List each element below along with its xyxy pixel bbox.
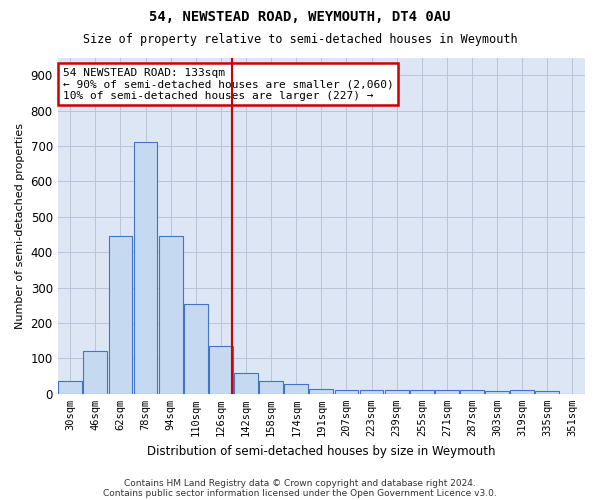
Text: Contains public sector information licensed under the Open Government Licence v3: Contains public sector information licen…	[103, 488, 497, 498]
Bar	[184, 304, 208, 394]
Bar	[359, 390, 383, 394]
Bar	[109, 236, 133, 394]
Bar	[485, 391, 509, 394]
Bar	[83, 352, 107, 394]
Text: 54, NEWSTEAD ROAD, WEYMOUTH, DT4 0AU: 54, NEWSTEAD ROAD, WEYMOUTH, DT4 0AU	[149, 10, 451, 24]
Bar	[234, 372, 258, 394]
Bar	[435, 390, 459, 394]
Text: Contains HM Land Registry data © Crown copyright and database right 2024.: Contains HM Land Registry data © Crown c…	[124, 478, 476, 488]
X-axis label: Distribution of semi-detached houses by size in Weymouth: Distribution of semi-detached houses by …	[147, 444, 496, 458]
Bar	[259, 380, 283, 394]
Bar	[510, 390, 534, 394]
Bar	[335, 390, 358, 394]
Bar	[58, 382, 82, 394]
Bar	[159, 236, 182, 394]
Bar	[385, 390, 409, 394]
Bar	[535, 391, 559, 394]
Bar	[410, 390, 434, 394]
Bar	[209, 346, 233, 394]
Text: Size of property relative to semi-detached houses in Weymouth: Size of property relative to semi-detach…	[83, 32, 517, 46]
Bar	[134, 142, 157, 394]
Bar	[284, 384, 308, 394]
Bar	[310, 389, 333, 394]
Y-axis label: Number of semi-detached properties: Number of semi-detached properties	[15, 122, 25, 328]
Bar	[460, 390, 484, 394]
Text: 54 NEWSTEAD ROAD: 133sqm
← 90% of semi-detached houses are smaller (2,060)
10% o: 54 NEWSTEAD ROAD: 133sqm ← 90% of semi-d…	[63, 68, 394, 101]
